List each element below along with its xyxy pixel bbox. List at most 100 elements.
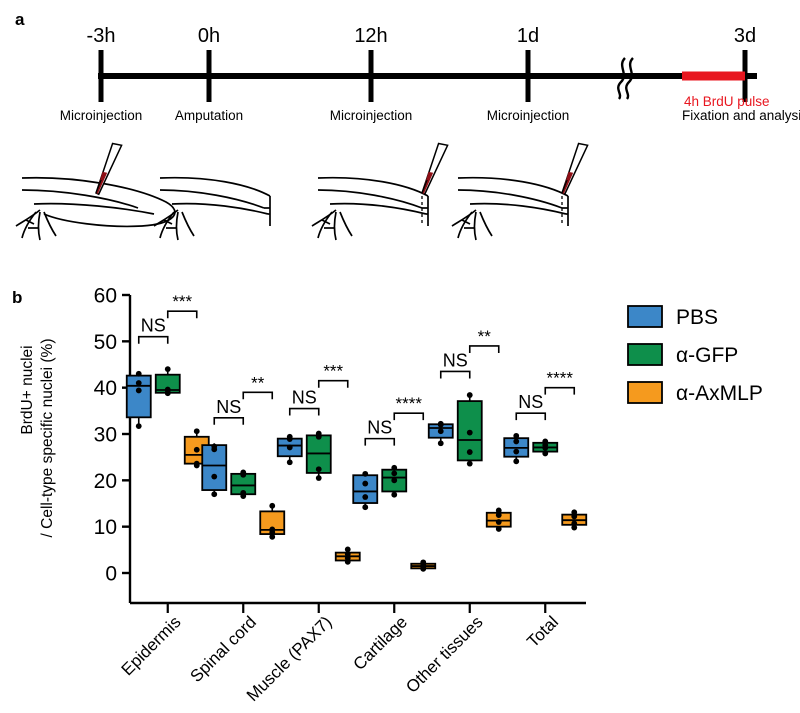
significance-bracket: NS [515, 392, 547, 421]
data-point [362, 480, 369, 487]
timeline-tick-1: -3h Microinjection [60, 25, 143, 123]
significance-bracket: **** [544, 369, 576, 395]
tick-event-label: Fixation and analysis [682, 108, 800, 123]
boxplot-box [485, 507, 512, 532]
data-point [437, 440, 444, 447]
legend-swatch [627, 305, 663, 328]
significance-label: NS [292, 388, 317, 408]
data-point [495, 519, 502, 525]
data-point [135, 370, 142, 377]
legend-item[interactable]: PBS [627, 305, 718, 329]
tick-time-label: 12h [354, 25, 387, 47]
legend-label: α-AxMLP [676, 382, 763, 405]
legend-item[interactable]: α-GFP [627, 343, 738, 367]
significance-bracket: NS [439, 350, 471, 379]
data-point [466, 460, 473, 467]
data-point [135, 423, 142, 430]
data-point [513, 448, 520, 455]
significance-label: ** [251, 373, 265, 392]
legend-swatch [627, 343, 663, 366]
x-tick-label: Other tissues [402, 612, 486, 696]
significance-label: *** [172, 292, 192, 311]
microinjection-needle-icon [561, 142, 589, 196]
boxplot-box [201, 443, 228, 498]
y-axis-title-line1: BrdU+ nuclei [19, 345, 36, 434]
significance-bracket: NS [288, 388, 320, 416]
data-point [164, 366, 171, 373]
boxplot-box [381, 464, 408, 498]
microinjection-needle-icon [421, 142, 449, 196]
boxplot-box [456, 392, 483, 467]
significance-label: NS [518, 392, 543, 412]
data-point [344, 551, 351, 557]
data-point [571, 524, 578, 531]
boxplot-box [561, 509, 588, 531]
x-tick-label: Total [523, 612, 562, 651]
y-tick-label: 40 [94, 377, 117, 400]
data-point [542, 445, 549, 451]
boxplot-box [427, 420, 454, 447]
boxplot-box [410, 559, 437, 572]
data-point [211, 491, 218, 498]
boxplot-box [334, 546, 361, 565]
tick-event-label: Amputation [175, 108, 243, 123]
data-point [466, 429, 473, 436]
legend-item[interactable]: α-AxMLP [627, 381, 763, 405]
timeline-tick-2: 0h Amputation [175, 25, 243, 123]
x-tick-label: Epidermis [118, 612, 185, 679]
bracket-line [515, 412, 547, 421]
timeline-tick-4: 1d Microinjection [487, 25, 570, 123]
data-point [513, 432, 520, 439]
y-axis-title: BrdU+ nuclei / Cell-type specific nuclei … [19, 339, 56, 538]
limb-intact-icon [15, 176, 176, 241]
data-point [391, 470, 398, 477]
data-point [269, 529, 276, 536]
boxplot-box [305, 430, 332, 481]
y-tick-label: 30 [94, 424, 117, 447]
data-point [193, 446, 200, 453]
data-point [437, 428, 444, 435]
significance-bracket: **** [393, 394, 425, 421]
x-tick-label: Cartilage [350, 612, 412, 674]
panel-a-label: a [15, 10, 25, 29]
data-point [315, 466, 322, 473]
significance-bracket: *** [317, 362, 349, 388]
boxplot-box [125, 370, 152, 430]
timeline-tick-3: 12h Microinjection [330, 25, 413, 123]
tick-event-label: Microinjection [60, 108, 143, 123]
y-tick-label: 20 [94, 470, 117, 493]
boxplot-box [259, 502, 286, 540]
data-point [466, 392, 473, 398]
x-tick-label: Spinal cord [186, 612, 260, 686]
tick-time-label: -3h [87, 25, 116, 47]
legend: PBS α-GFP α-AxMLP [627, 305, 763, 405]
boxplot-box [503, 432, 530, 465]
tick-time-label: 3d [734, 25, 756, 47]
boxplot-box [532, 438, 559, 457]
data-point [437, 421, 444, 428]
y-axis-ticks: 0 10 20 30 40 50 60 [94, 285, 130, 586]
data-point [286, 444, 293, 451]
data-point [344, 558, 351, 565]
data-point [193, 428, 200, 435]
data-point [135, 387, 142, 394]
significance-label: NS [141, 316, 166, 336]
y-tick-label: 60 [94, 285, 117, 308]
data-point [135, 380, 142, 386]
data-point [513, 458, 520, 465]
limb-amputated-icon [311, 176, 429, 241]
bracket-line [213, 416, 245, 425]
data-point [495, 526, 502, 532]
data-point [315, 475, 322, 481]
boxplot-panel: 0 10 20 30 40 50 60 BrdU+ nuclei / Cell-type spe… [0, 270, 800, 713]
data-point [513, 438, 520, 445]
y-axis-title-line2: / Cell-type specific nuclei (%) [39, 339, 56, 538]
bracket-line [242, 391, 274, 400]
y-tick-label: 50 [94, 331, 117, 354]
significance-bracket: NS [213, 397, 245, 425]
data-point [362, 470, 369, 477]
tick-event-label: Microinjection [330, 108, 413, 123]
data-point [495, 512, 502, 518]
y-tick-label: 10 [94, 516, 117, 539]
bracket-line [317, 379, 349, 388]
